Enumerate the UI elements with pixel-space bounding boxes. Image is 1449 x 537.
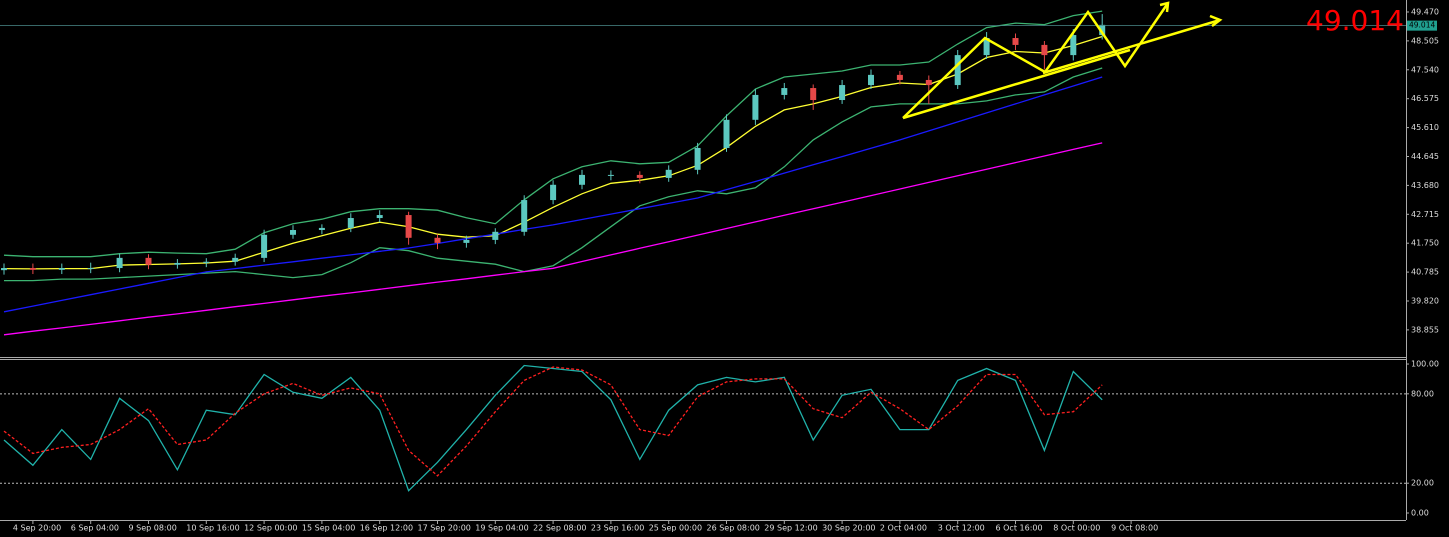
plot-area — [0, 10, 1406, 492]
y-tick-label: 0.00 — [1411, 508, 1429, 517]
y-tick-label: 41.750 — [1411, 239, 1439, 248]
candle-body — [752, 94, 759, 120]
candle-body — [550, 184, 557, 201]
y-tick-label: 43.680 — [1411, 181, 1439, 190]
y-tick-label: 40.785 — [1411, 268, 1439, 277]
candle-body — [1070, 35, 1077, 56]
x-tick-label: 12 Sep 00:00 — [244, 524, 297, 533]
candle-body — [347, 218, 354, 228]
candle-body — [1, 268, 7, 271]
candle-body — [116, 257, 123, 269]
candle-body — [954, 55, 961, 86]
indicator-line — [3, 364, 1103, 492]
candle-body — [261, 234, 268, 258]
candle-body — [868, 74, 874, 86]
y-tick-label: 100.00 — [1411, 360, 1439, 369]
candle-body — [203, 261, 210, 263]
candle-body — [58, 268, 65, 270]
arrow-head — [1159, 1, 1170, 13]
candle-body — [521, 200, 528, 232]
candle-body — [463, 239, 470, 243]
candle-body — [434, 237, 441, 243]
x-tick-label: 2 Oct 04:00 — [880, 524, 927, 533]
indicator-line — [3, 76, 1103, 313]
x-tick-label: 9 Oct 08:00 — [1111, 524, 1158, 533]
candle-body — [896, 74, 903, 80]
candle-body — [665, 169, 672, 178]
candle-body — [694, 147, 701, 170]
x-tick-label: 25 Sep 00:00 — [649, 524, 702, 533]
candle-body — [1041, 44, 1048, 56]
y-tick-label: 48.505 — [1411, 36, 1439, 45]
trend-line — [902, 48, 1131, 120]
y-tick-label: 42.715 — [1411, 210, 1439, 219]
y-tick-label: 39.820 — [1411, 296, 1439, 305]
candle-body — [925, 79, 932, 86]
candle-body — [87, 268, 94, 270]
x-tick-label: 15 Sep 04:00 — [302, 524, 355, 533]
indicator-line — [3, 10, 1103, 258]
x-tick-label: 9 Sep 08:00 — [129, 524, 177, 533]
candle-body — [318, 227, 325, 231]
x-tick-label: 17 Sep 20:00 — [418, 524, 471, 533]
indicator-line — [3, 366, 1103, 477]
candle-body — [174, 262, 181, 265]
x-tick-label: 30 Sep 20:00 — [822, 524, 875, 533]
candle-body — [839, 85, 846, 101]
indicator-line — [3, 142, 1103, 336]
y-tick-label: 45.610 — [1411, 123, 1439, 132]
y-tick-label: 49.470 — [1411, 7, 1439, 16]
x-tick-label: 8 Oct 00:00 — [1053, 524, 1100, 533]
candle-body — [1099, 24, 1106, 36]
y-tick-label: 80.00 — [1411, 389, 1434, 398]
trend-drawings — [902, 1, 1223, 120]
candle-body — [29, 268, 36, 270]
candle-body — [781, 88, 788, 95]
candle-body — [145, 257, 152, 265]
x-tick-label: 23 Sep 16:00 — [591, 524, 644, 533]
x-tick-label: 26 Sep 08:00 — [707, 524, 760, 533]
zigzag-arrow — [902, 2, 1170, 119]
y-tick-label: 20.00 — [1411, 479, 1434, 488]
candle-body — [983, 38, 990, 56]
x-tick-label: 6 Sep 04:00 — [71, 524, 119, 533]
candle-body — [376, 215, 383, 219]
x-tick-label: 4 Sep 20:00 — [13, 524, 61, 533]
y-tick-label: 44.645 — [1411, 152, 1439, 161]
current-price-box — [1407, 20, 1437, 31]
x-tick-label: 16 Sep 12:00 — [360, 524, 413, 533]
y-tick-label: 38.855 — [1411, 325, 1439, 334]
candle-body — [1012, 38, 1019, 45]
candle-body — [607, 174, 614, 176]
x-tick-label: 10 Sep 16:00 — [186, 524, 239, 533]
candle-body — [492, 231, 499, 240]
y-tick-label: 46.575 — [1411, 94, 1439, 103]
x-tick-label: 19 Sep 04:00 — [475, 524, 528, 533]
candle-body — [232, 257, 239, 262]
candle-body — [405, 215, 412, 238]
candle-body — [579, 174, 585, 185]
x-tick-label: 3 Oct 12:00 — [938, 524, 985, 533]
candle-body — [723, 119, 730, 148]
indicator-line — [3, 35, 1103, 270]
current-price-axis-label: 49.014 — [1409, 21, 1435, 30]
arrow-head — [1209, 14, 1223, 27]
x-tick-label: 6 Oct 16:00 — [996, 524, 1043, 533]
x-tick-label: 29 Sep 12:00 — [764, 524, 817, 533]
y-tick-label: 47.540 — [1411, 65, 1439, 74]
candle-body — [810, 88, 817, 101]
current-price-label: 49.014 — [1306, 4, 1404, 37]
candle-body — [290, 230, 296, 235]
candle-body — [636, 174, 643, 178]
x-tick-label: 22 Sep 08:00 — [533, 524, 586, 533]
trend-arrow — [1042, 18, 1221, 75]
